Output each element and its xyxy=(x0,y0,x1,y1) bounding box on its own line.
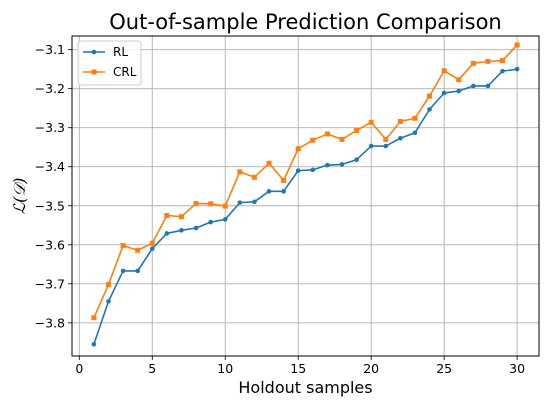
data-point-rl xyxy=(222,217,228,222)
x-tick-label: 25 xyxy=(436,361,452,376)
data-point-crl xyxy=(500,58,506,64)
data-point-rl xyxy=(310,167,316,173)
data-point-rl xyxy=(354,157,359,163)
y-tick-label: −3.2 xyxy=(35,81,65,96)
data-point-crl xyxy=(397,118,403,124)
data-point-rl xyxy=(252,199,257,205)
x-tick-label: 5 xyxy=(148,361,156,376)
y-tick-label: −3.4 xyxy=(35,159,65,174)
data-point-crl xyxy=(266,160,272,166)
data-point-rl xyxy=(135,268,140,274)
data-point-crl xyxy=(310,137,316,143)
data-point-rl xyxy=(398,135,403,141)
y-tick-label: −3.1 xyxy=(35,42,65,57)
data-point-rl xyxy=(412,130,418,136)
data-point-rl xyxy=(266,189,272,194)
data-point-crl xyxy=(91,315,97,321)
data-point-rl xyxy=(237,200,243,205)
data-point-rl xyxy=(427,107,432,112)
legend: RL CRL xyxy=(77,40,142,86)
data-point-rl xyxy=(471,83,476,89)
data-point-crl xyxy=(470,60,476,66)
data-point-crl xyxy=(295,146,301,152)
x-tick-label: 15 xyxy=(290,361,306,376)
data-point-rl xyxy=(339,162,345,167)
y-tick-label: −3.8 xyxy=(35,315,65,330)
data-point-rl xyxy=(179,228,184,233)
data-point-rl xyxy=(500,68,505,74)
data-point-rl xyxy=(485,83,491,89)
data-point-rl xyxy=(120,268,126,274)
x-axis-label: Holdout samples xyxy=(238,378,372,397)
data-point-crl xyxy=(412,115,418,121)
data-point-rl xyxy=(441,90,447,96)
data-point-crl xyxy=(368,119,374,125)
y-tick-label: −3.7 xyxy=(35,276,65,291)
x-tick-label: 0 xyxy=(75,361,83,376)
data-point-rl xyxy=(281,189,286,194)
data-point-crl xyxy=(105,282,111,288)
data-point-crl xyxy=(251,174,257,180)
x-tick-label: 20 xyxy=(363,361,379,376)
data-point-rl xyxy=(106,299,111,304)
data-point-crl xyxy=(427,93,433,99)
data-point-crl xyxy=(485,58,491,64)
data-point-crl xyxy=(339,136,345,142)
data-point-rl xyxy=(91,341,97,347)
data-point-crl xyxy=(208,201,214,207)
data-point-rl xyxy=(456,88,462,94)
data-point-crl xyxy=(164,213,170,219)
data-point-crl xyxy=(193,200,199,206)
chart-title: Out-of-sample Prediction Comparison xyxy=(109,10,501,34)
data-point-crl xyxy=(354,127,360,133)
data-point-rl xyxy=(383,143,389,149)
data-point-rl xyxy=(164,231,170,236)
ticks: 0 5 10 15 20 25 30 −3.8 −3.7 −3.6 −3.5 −3.4 −3.3 −3.2… xyxy=(35,42,525,376)
legend-label-crl: CRL xyxy=(113,65,137,79)
data-point-crl xyxy=(135,247,141,253)
plot-area-frame xyxy=(71,35,540,357)
data-point-rl xyxy=(295,168,301,173)
data-point-crl xyxy=(178,214,184,220)
y-tick-label: −3.5 xyxy=(35,198,65,213)
data-point-crl xyxy=(441,68,447,74)
data-point-crl xyxy=(149,240,155,246)
data-point-rl xyxy=(368,143,374,149)
y-tick-label: −3.6 xyxy=(35,237,65,252)
data-point-crl xyxy=(514,42,520,48)
legend-marker-rl xyxy=(91,49,97,55)
data-point-crl xyxy=(456,77,462,83)
legend-label-rl: RL xyxy=(113,45,128,59)
data-point-crl xyxy=(324,131,330,137)
data-point-crl xyxy=(383,136,389,142)
series-line-crl xyxy=(93,44,518,319)
data-point-rl xyxy=(193,225,199,231)
y-axis-label: ℒ(𝒟) xyxy=(10,178,29,215)
data-point-crl xyxy=(281,177,287,183)
data-point-crl xyxy=(237,169,243,175)
data-point-crl xyxy=(222,203,228,209)
data-point-rl xyxy=(149,246,155,251)
data-point-rl xyxy=(325,162,330,168)
grid-lines xyxy=(72,36,539,356)
y-tick-label: −3.3 xyxy=(35,120,65,135)
x-tick-label: 30 xyxy=(509,361,525,376)
series-layer xyxy=(91,42,520,347)
x-tick-label: 10 xyxy=(217,361,233,376)
data-point-crl xyxy=(120,243,126,249)
data-point-rl xyxy=(208,219,213,225)
legend-marker-crl xyxy=(91,69,97,75)
series-line-rl xyxy=(93,68,518,345)
data-point-rl xyxy=(514,66,520,72)
